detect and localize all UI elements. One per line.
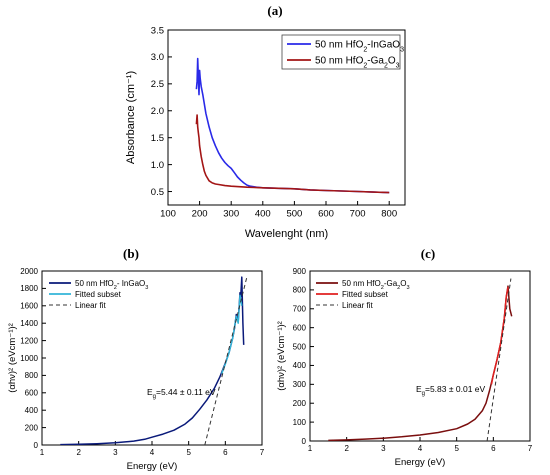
panel-a-series-line-0 — [195, 57, 390, 194]
panel-b-y-tick-label: 2000 — [20, 267, 38, 276]
panel-a-x-tick-label: 800 — [381, 209, 397, 220]
panel-c-x-tick-label: 1 — [308, 444, 313, 453]
panel-b-y-tick-label: 0 — [34, 441, 39, 450]
panel-c-x-axis-title: Energy (eV) — [395, 457, 446, 468]
panel-c-x-tick-label: 6 — [491, 444, 496, 453]
panel-a-y-tick-label: 2.0 — [151, 106, 164, 117]
panel-c-x-tick-label: 2 — [344, 444, 349, 453]
panel-c-y-axis-title: (αhν)² (eVcm⁻¹)² — [276, 321, 287, 391]
chart-panel-b: (b) 1 2 3 4 5 6 7 0 200 400 600 800 1000 1200 1400 1600 1… — [7, 246, 265, 472]
panel-c-y-tick-label: 100 — [293, 418, 307, 427]
panel-c-x-tick-label: 4 — [418, 444, 423, 453]
panel-b-x-tick-label: 5 — [186, 448, 191, 457]
panel-c-legend-label-2: Linear fit — [342, 301, 373, 310]
panel-b-bandgap-annotation: Eg=5.44 ± 0.11 eV — [147, 387, 216, 400]
panel-b-series-line-2 — [204, 275, 248, 445]
panel-c-bandgap-annotation: Eg=5.83 ± 0.01 eV — [416, 384, 486, 397]
panel-a-y-tick-label: 1.0 — [151, 160, 164, 171]
panel-b-x-tick-label: 6 — [223, 448, 228, 457]
panel-b-label: (b) — [123, 246, 139, 261]
panel-b-x-axis-title: Energy (eV) — [127, 461, 178, 472]
panel-a-label: (a) — [267, 3, 282, 18]
panel-a-series-line-1 — [195, 114, 390, 194]
panel-b-legend-label-0: 50 nm HfO2- InGaO3 — [75, 279, 148, 291]
panel-b-y-tick-label: 600 — [25, 389, 39, 398]
panel-a-legend-label-1: 50 nm HfO2-Ga2O3 — [315, 56, 400, 70]
panel-c-series-line-2 — [486, 278, 512, 441]
panel-b-y-axis-title: (αhν)² (eVcm⁻¹)² — [7, 323, 18, 393]
panel-b-legend-label-2: Linear fit — [75, 301, 106, 310]
panel-b-x-tick-label: 2 — [76, 448, 81, 457]
panel-a-y-tick-label: 0.5 — [151, 187, 164, 198]
panel-b-y-tick-label: 800 — [25, 371, 39, 380]
panel-a-y-axis-title: Absorbance (cm⁻¹) — [125, 71, 137, 164]
panel-b-x-tick-label: 4 — [150, 448, 155, 457]
panel-a-x-tick-label: 500 — [286, 209, 302, 220]
panel-a-x-tick-label: 100 — [160, 209, 176, 220]
panel-a-y-tick-label: 3.5 — [151, 25, 164, 36]
panel-c-y-tick-label: 900 — [293, 267, 307, 276]
panel-c-series-line-1 — [490, 286, 509, 385]
panel-c-label: (c) — [421, 246, 435, 261]
panel-c-x-tick-label: 7 — [528, 444, 533, 453]
panel-b-x-tick-label: 7 — [260, 448, 265, 457]
panel-a-x-tick-label: 400 — [255, 209, 271, 220]
panel-b-y-tick-label: 1400 — [20, 319, 38, 328]
panel-b-y-tick-label: 1800 — [20, 284, 38, 293]
panel-a-x-tick-label: 600 — [318, 209, 334, 220]
panel-c-y-tick-label: 400 — [293, 361, 307, 370]
panel-c-y-tick-label: 600 — [293, 323, 307, 332]
panel-c-y-tick-label: 200 — [293, 399, 307, 408]
chart-panel-a: (a) 100 200 300 400 500 600 700 800 0.5 1.0 1.5 2.0 2… — [125, 3, 406, 240]
panel-b-x-tick-label: 3 — [113, 448, 118, 457]
panel-a-plot-frame — [167, 29, 406, 206]
panel-c-legend-label-1: Fitted subset — [342, 290, 389, 299]
panel-a-y-tick-label: 3.0 — [151, 52, 164, 63]
panel-a-legend-label-0: 50 nm HfO2-InGaO3 — [315, 40, 404, 54]
panel-b-x-tick-label: 1 — [40, 448, 45, 457]
panel-b-series-line-1 — [220, 294, 243, 374]
panel-b-y-tick-label: 1200 — [20, 336, 38, 345]
panel-c-x-tick-label: 5 — [454, 444, 459, 453]
panel-a-x-tick-label: 200 — [192, 209, 208, 220]
panel-a-x-tick-label: 300 — [223, 209, 239, 220]
panel-b-y-tick-label: 400 — [25, 406, 39, 415]
panel-c-y-tick-label: 700 — [293, 305, 307, 314]
panel-b-y-tick-label: 1000 — [20, 354, 38, 363]
panel-a-x-axis-title: Wavelenght (nm) — [245, 228, 328, 240]
panel-a-y-tick-label: 1.5 — [151, 133, 164, 144]
chart-panel-c: (c) 1 2 3 4 5 6 7 0 100 200 300 400 500 600 700 800 900 En… — [276, 246, 533, 468]
panel-b-legend-label-1: Fitted subset — [75, 290, 122, 299]
panel-c-y-tick-label: 500 — [293, 342, 307, 351]
panel-b-y-tick-label: 200 — [25, 423, 39, 432]
panel-a-y-tick-label: 2.5 — [151, 79, 164, 90]
panel-c-x-tick-label: 3 — [381, 444, 386, 453]
panel-c-y-tick-label: 0 — [302, 437, 307, 446]
panel-c-legend-label-0: 50 nm HfO2-Ga2O3 — [342, 279, 410, 291]
panel-b-y-tick-label: 1600 — [20, 302, 38, 311]
panel-c-y-tick-label: 300 — [293, 380, 307, 389]
panel-a-x-tick-label: 700 — [350, 209, 366, 220]
panel-c-y-tick-label: 800 — [293, 286, 307, 295]
panel-a-legend-box — [281, 34, 401, 70]
